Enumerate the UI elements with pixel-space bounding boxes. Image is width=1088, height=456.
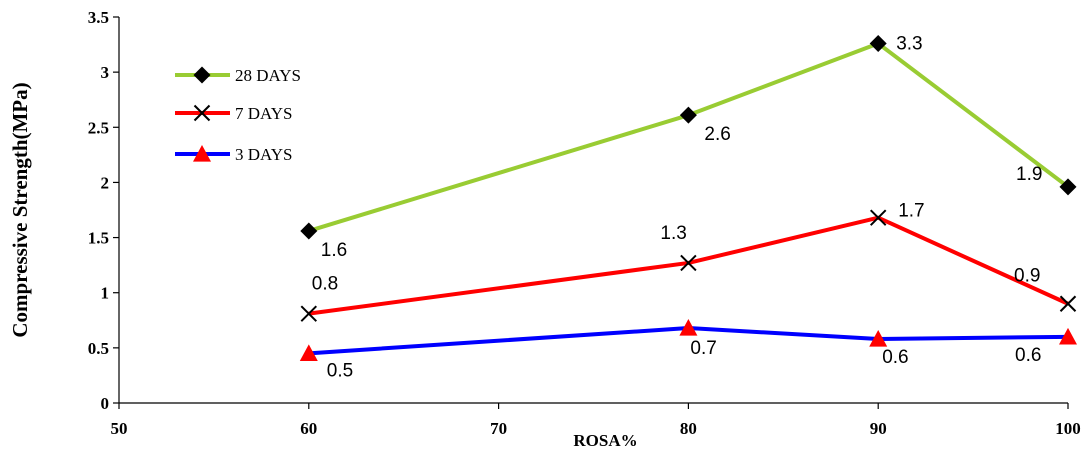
series-7-days: 0.8 1.3 1.7 0.9 — [300, 201, 1077, 322]
data-label: 0.9 — [1014, 266, 1040, 287]
y-tick-label: 2 — [101, 173, 110, 192]
y-tick-label: 2.5 — [88, 118, 109, 137]
y-axis-title: Compressive Strength(MPa) — [8, 82, 32, 337]
legend-label: 7 DAYS — [235, 104, 292, 123]
series-3-days: 0.5 0.7 0.6 0.6 — [299, 319, 1077, 381]
x-tick-label: 80 — [680, 419, 697, 438]
data-label: 3.3 — [896, 33, 922, 54]
x-tick-label: 50 — [111, 419, 128, 438]
data-point-triangle — [299, 344, 318, 362]
data-point-x — [680, 254, 697, 272]
data-point-x — [300, 305, 318, 322]
data-label: 0.6 — [882, 347, 908, 368]
y-tick-label: 1 — [101, 284, 110, 303]
data-point-triangle — [679, 319, 698, 336]
y-tick-label: 1.5 — [88, 229, 109, 248]
legend-item: 7 DAYS — [175, 104, 292, 123]
data-label: 1.6 — [321, 240, 347, 261]
data-label: 1.3 — [660, 223, 686, 244]
legend-item: 3 DAYS — [175, 145, 292, 164]
series-line — [308, 326, 1069, 356]
series-line — [308, 215, 1069, 316]
data-label: 1.9 — [1016, 164, 1042, 185]
data-label: 0.7 — [690, 338, 716, 359]
x-tick-label: 70 — [490, 419, 507, 438]
data-point-triangle — [1059, 327, 1077, 345]
data-label: 0.8 — [312, 274, 338, 295]
x-tick-label: 60 — [300, 419, 317, 438]
y-axis-ticks: 0 0.5 1 1.5 2 2.5 3 3.5 — [88, 8, 119, 413]
data-point-diamond — [1059, 178, 1077, 196]
series-line — [308, 41, 1070, 233]
data-point-diamond — [300, 222, 318, 240]
series-layer: 1.6 2.6 3.3 1.9 0.8 1.3 1.7 0.9 0.5 0.7 0.6 0.6 — [299, 33, 1077, 381]
data-label: 2.6 — [704, 124, 730, 145]
legend-marker-triangle — [193, 145, 211, 162]
data-point-x — [869, 209, 887, 226]
y-tick-label: 3.5 — [88, 8, 109, 27]
data-point-diamond — [869, 34, 887, 52]
data-point-x — [1059, 295, 1077, 312]
data-point-triangle — [869, 330, 888, 347]
x-axis-title: ROSA% — [573, 431, 637, 450]
x-tick-label: 90 — [870, 419, 887, 438]
legend-label: 28 DAYS — [235, 66, 301, 85]
y-tick-label: 3 — [101, 63, 110, 82]
data-label: 1.7 — [898, 201, 924, 222]
x-tick-label: 100 — [1055, 419, 1081, 438]
legend-item: 28 DAYS — [175, 66, 301, 85]
legend: 28 DAYS 7 DAYS 3 DAYS — [175, 66, 301, 164]
data-point-diamond — [679, 106, 697, 124]
legend-marker-diamond — [193, 66, 211, 84]
legend-label: 3 DAYS — [235, 145, 292, 164]
legend-marker-x — [193, 104, 211, 122]
data-label: 0.5 — [327, 360, 353, 381]
x-axis-ticks: 50 60 70 80 90 100 — [111, 403, 1081, 438]
series-28-days: 1.6 2.6 3.3 1.9 — [300, 33, 1077, 261]
data-label: 0.6 — [1015, 345, 1041, 366]
y-tick-label: 0 — [101, 394, 110, 413]
y-tick-label: 0.5 — [88, 339, 109, 358]
